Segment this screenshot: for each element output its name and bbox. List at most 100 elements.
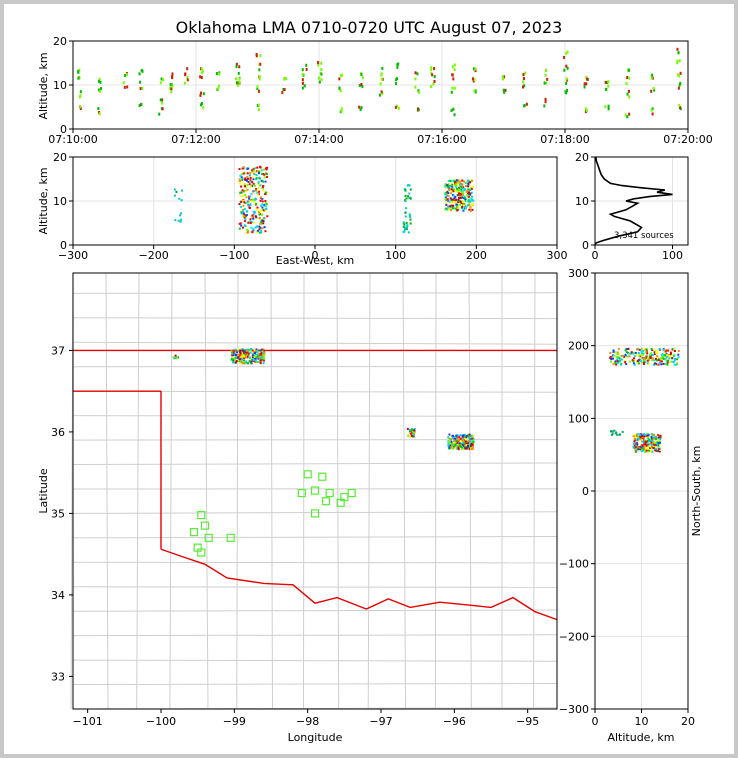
tick-label: −100 (146, 715, 176, 728)
data-point (456, 187, 459, 190)
data-point (448, 433, 451, 436)
data-point (658, 444, 661, 447)
data-point (262, 217, 265, 220)
data-point (235, 356, 238, 359)
data-point (452, 443, 455, 446)
data-point (260, 169, 263, 172)
data-point (242, 172, 245, 175)
data-point (447, 441, 450, 444)
data-point (251, 231, 254, 234)
data-point (281, 91, 284, 95)
data-point (241, 191, 244, 194)
tick-label: 33 (51, 670, 65, 683)
data-point (447, 438, 450, 441)
data-point (468, 191, 471, 194)
lma-station-marker (318, 472, 327, 481)
data-point (677, 86, 680, 90)
data-point (243, 215, 246, 218)
data-point (416, 72, 419, 76)
data-point (256, 206, 259, 209)
data-point (463, 187, 466, 190)
data-point (617, 353, 620, 356)
data-point (454, 443, 457, 446)
data-point (404, 211, 407, 214)
data-point (463, 189, 466, 192)
data-point (256, 103, 259, 107)
data-point (200, 67, 203, 71)
data-point (653, 359, 656, 362)
data-point (447, 206, 450, 209)
ew-height-xlabel: East-West, km (276, 254, 354, 267)
data-point (259, 359, 262, 362)
data-point (238, 360, 241, 363)
data-point (544, 97, 547, 101)
data-point (402, 222, 405, 225)
data-point (238, 222, 241, 225)
data-point (246, 210, 249, 213)
data-point (450, 90, 453, 94)
tick-label: 10 (53, 79, 67, 92)
data-point (444, 192, 447, 195)
lma-station-marker (303, 470, 312, 479)
data-point (466, 204, 469, 207)
data-point (662, 349, 665, 352)
lma-station-marker (197, 548, 206, 557)
data-point (468, 181, 471, 184)
data-point (668, 361, 671, 364)
data-point (646, 447, 649, 450)
data-point (79, 106, 82, 110)
data-point (641, 436, 644, 439)
data-point (406, 427, 409, 430)
county-line (72, 415, 558, 417)
data-point (670, 354, 673, 357)
data-point (239, 205, 242, 208)
data-point (409, 222, 412, 225)
data-point (236, 351, 239, 354)
data-point (566, 50, 569, 54)
data-point (449, 201, 452, 204)
data-point (257, 353, 260, 356)
data-point (628, 76, 631, 80)
data-point (644, 361, 647, 364)
data-point (676, 59, 679, 63)
data-point (448, 200, 451, 203)
data-point (408, 428, 411, 431)
data-point (614, 432, 617, 435)
data-point (638, 348, 641, 351)
data-point (644, 445, 647, 448)
data-point (447, 180, 450, 183)
data-point (664, 358, 667, 361)
data-point (640, 361, 643, 364)
data-point (504, 88, 507, 92)
data-point (627, 352, 630, 355)
data-point (639, 353, 642, 356)
data-point (647, 434, 650, 437)
data-point (468, 196, 471, 199)
data-point (257, 184, 260, 187)
data-point (628, 355, 631, 358)
data-point (450, 204, 453, 207)
data-point (647, 358, 650, 361)
data-point (241, 208, 244, 211)
data-point (462, 204, 465, 207)
data-point (461, 192, 464, 195)
data-point (301, 78, 304, 82)
data-point (236, 353, 239, 356)
data-point (651, 447, 654, 450)
data-point (472, 186, 475, 189)
data-point (243, 213, 246, 216)
county-line (72, 609, 558, 612)
data-point (242, 210, 245, 213)
data-point (254, 226, 257, 229)
data-point (648, 441, 651, 444)
data-point (256, 229, 259, 232)
data-point (466, 194, 469, 197)
data-point (239, 180, 242, 183)
data-point (468, 433, 471, 436)
data-point (245, 202, 248, 205)
data-point (651, 437, 654, 440)
data-point (317, 76, 320, 80)
data-point (628, 360, 631, 363)
data-point (459, 196, 462, 199)
data-point (250, 185, 253, 188)
